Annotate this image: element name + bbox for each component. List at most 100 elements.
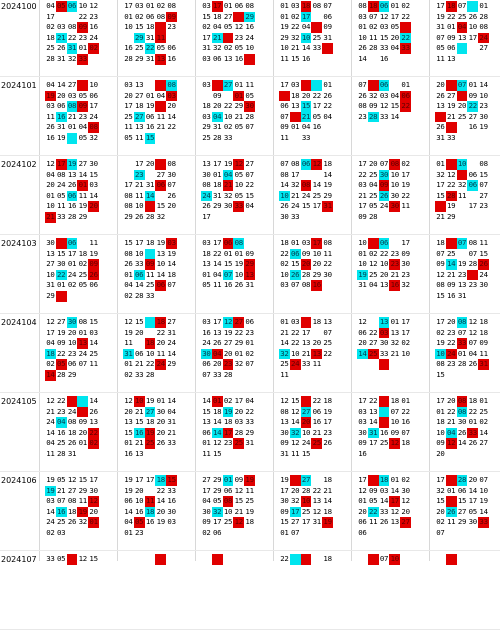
number-cell	[435, 111, 446, 123]
number-cell: 15	[234, 496, 244, 506]
number-cell: 13	[135, 122, 144, 132]
number-cell: 15	[436, 290, 445, 300]
number-cell: 11	[78, 496, 88, 506]
number-cell: 16	[89, 22, 98, 32]
number-cell: 09	[436, 259, 445, 269]
number-cell: 16	[202, 327, 211, 337]
number-row: 29 31 11	[123, 32, 177, 44]
number-cell	[244, 53, 255, 65]
number-cell: 23	[222, 359, 234, 370]
number-row: 14 01 02 17 04	[201, 396, 255, 407]
number-block: 19 17 17 18 15 19 20 22 33 06 10 11 14 16 14 16 18 20 30 04…	[123, 475, 177, 539]
number-block: 03 13 08 20 27 01 04 03 17 18 19 20 25 27 06 11 14 11 13 16…	[123, 80, 177, 144]
number-cell: 07	[369, 11, 378, 21]
number-cell: 07	[280, 159, 289, 168]
number-cell: 18	[323, 506, 332, 516]
number-row: 03 06 13 16	[201, 53, 255, 65]
number-cell: 17	[213, 159, 222, 168]
number-cell	[478, 291, 489, 302]
number-cell: 19	[124, 485, 133, 495]
number-cell: 06	[300, 159, 312, 170]
number-row: 04 05 16 19 03	[123, 517, 177, 528]
number-cell: 27	[135, 90, 144, 100]
number-cell: 21	[234, 506, 244, 516]
number-cell: 15	[457, 496, 467, 506]
number-cell: 05	[57, 554, 66, 563]
number-cell: 20	[167, 201, 176, 211]
number-row: 10 21 24 25 29	[279, 190, 333, 202]
number-row: 30 32 10 21 19	[201, 506, 255, 518]
number-cell: 16	[46, 132, 55, 142]
number-cell	[289, 111, 301, 123]
number-cell: 22	[156, 327, 166, 337]
number-cell: 21	[447, 269, 456, 279]
number-cell: 10	[234, 180, 244, 190]
number-cell: 01	[78, 43, 88, 53]
number-cell: 22	[144, 43, 156, 54]
number-row: 11 13	[435, 54, 489, 65]
number-row: 02 03 08 09 16	[45, 22, 99, 33]
number-cell: 10	[78, 1, 88, 10]
number-cell: 19	[156, 517, 166, 527]
number-cell	[322, 212, 333, 223]
number-cell: 22	[57, 348, 66, 358]
number-block: 12 17 19 27 30 04 08 13 14 15 20 24 26 01 03 01 05 06 11 14…	[45, 159, 99, 223]
number-cell: 03	[291, 80, 300, 89]
number-row: 02 11 29 30 33	[435, 517, 489, 528]
number-row: 19 22 04 09	[279, 22, 333, 33]
number-block: 12 15 22 18 08 12 27 06 19 13 14 20 16 17 30 32 10 21 23 09…	[279, 396, 333, 460]
number-cell: 17	[312, 101, 322, 111]
number-cell: 25	[301, 506, 311, 516]
number-row: 16 13 19 22 23	[201, 328, 255, 339]
number-row: 09 17 25 12 18	[201, 517, 255, 528]
number-cell: 02	[202, 527, 211, 537]
number-cell: 29	[78, 211, 88, 221]
number-cell: 06	[280, 101, 289, 111]
number-row: 11	[279, 370, 333, 381]
number-cell: 32	[67, 53, 77, 63]
number-row: 14 25 33 21 10	[357, 348, 411, 360]
number-block: 17 03 01 02 08 01 02 06 08 09 10 15 18 23 29 31 11 16 25 22…	[123, 1, 177, 65]
number-cell	[77, 449, 88, 460]
number-cell: 17	[468, 201, 478, 211]
number-block: 12 22 14 21 23 24 26 24 04 08 09 13 14 16 18 20 22 04 25 26…	[45, 396, 99, 460]
number-cell	[378, 406, 390, 418]
number-cell	[400, 22, 411, 33]
number-cell: 33	[301, 132, 311, 142]
grid-separator	[273, 0, 274, 561]
number-cell: 25	[135, 43, 144, 53]
number-cell: 06	[378, 238, 390, 249]
number-cell: 05	[223, 22, 233, 32]
number-cell: 10	[280, 269, 289, 279]
number-cell: 13	[323, 317, 332, 326]
number-cell: 10	[358, 32, 367, 42]
number-cell: 31	[245, 438, 254, 448]
number-cell: 18	[323, 554, 332, 563]
number-row: 10 22 24 25 26	[45, 269, 99, 281]
number-block: 01 10 08 32 12 06 15 17 22 32 06 07 15 28 11 27 19 17 23 21…	[435, 159, 489, 223]
number-row: 03 14 10 16	[357, 417, 411, 428]
number-cell: 06	[145, 111, 155, 121]
number-row: 01 02 03 05	[357, 22, 411, 33]
number-cell: 19	[436, 11, 445, 21]
number-cell: 12	[124, 317, 133, 326]
number-cell: 25	[323, 338, 332, 348]
number-cell: 16	[124, 448, 133, 458]
number-cell	[201, 554, 212, 565]
number-cell: 07	[167, 180, 176, 190]
number-cell: 04	[46, 169, 55, 179]
number-cell: 33	[379, 348, 389, 358]
number-cell: 29	[244, 11, 255, 23]
number-cell: 31	[323, 32, 332, 42]
number-row: 26 29 30 33 04	[201, 201, 255, 212]
number-cell: 01	[234, 348, 244, 358]
number-cell: 03	[358, 406, 367, 416]
number-cell	[457, 528, 468, 539]
number-cell: 03	[358, 180, 367, 190]
number-cell: 14	[468, 485, 478, 495]
number-cell: 12	[389, 438, 401, 449]
number-cell: 20	[156, 338, 166, 348]
number-row: 01 21 25 26 33	[123, 438, 177, 449]
number-cell: 14	[156, 269, 166, 279]
number-row: 25 24 33 11	[279, 359, 333, 370]
